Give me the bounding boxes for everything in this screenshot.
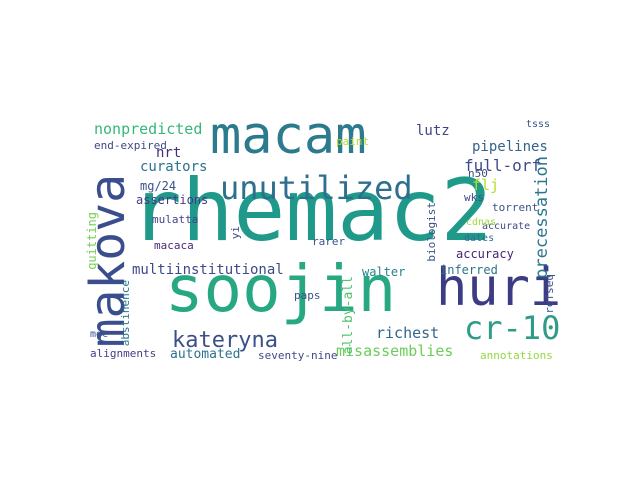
word-mg/24: mg/24 [140, 179, 177, 193]
word-accuracy: accuracy [456, 247, 514, 261]
word-macaca: macaca [154, 239, 194, 252]
word-dates: dates [464, 233, 495, 244]
word-refseq: refseq [543, 274, 556, 314]
word-all-by-all: all-by-all [341, 276, 356, 355]
word-rarer: rarer [312, 235, 346, 248]
word-pipelines: pipelines [472, 139, 548, 155]
word-richest: richest [376, 324, 440, 342]
word-abstinence: abstinence [119, 280, 132, 347]
word-kateryna: kateryna [172, 328, 278, 353]
word-biologist: biologist [425, 202, 438, 262]
word-cloud: macam rhemac2 soojin unutilized makova h… [80, 116, 560, 364]
word-flj: flj [472, 176, 500, 194]
word-mgc: mgc [90, 329, 109, 340]
word-torrent: torrent [492, 201, 539, 214]
word-soojin: soojin [165, 253, 397, 327]
word-automated: automated [170, 347, 241, 362]
word-tsss: tsss [526, 119, 551, 130]
word-misassemblies: misassemblies [336, 342, 454, 360]
word-end-expired: end-expired [94, 139, 167, 152]
word-rhemac2: rhemac2 [130, 161, 493, 261]
word-huri: huri [436, 258, 560, 318]
word-full-orf: full-orf [464, 156, 542, 175]
word-mulatta: mulatta [152, 213, 199, 226]
word-accurate: accurate [482, 221, 531, 232]
word-n50: n50 [468, 167, 488, 180]
word-unutilized: unutilized [220, 169, 413, 207]
word-seventy-nine: seventy-nine [258, 349, 338, 362]
word-paint: paint [336, 135, 370, 148]
word-wks: wks [464, 191, 484, 204]
word-quitting: quitting [85, 212, 99, 270]
word-macam: macam [210, 116, 367, 166]
word-cdnas: cdnas [466, 217, 497, 228]
word-alignments: alignments [90, 347, 157, 360]
word-yi: yi [229, 226, 242, 240]
word-annotations: annotations [480, 349, 553, 362]
word-assertions: assertions [136, 193, 209, 207]
word-multiinstitutional: multiinstitutional [132, 262, 284, 278]
word-inferred: inferred [440, 263, 498, 277]
word-paps: paps [294, 289, 321, 302]
word-nrt: nrt [156, 145, 182, 161]
word-walter: walter [362, 265, 406, 279]
word-curators: curators [140, 159, 208, 175]
word-cr-10: cr-10 [464, 309, 560, 347]
word-nonpredicted: nonpredicted [94, 120, 203, 138]
word-lutz: lutz [416, 123, 450, 139]
